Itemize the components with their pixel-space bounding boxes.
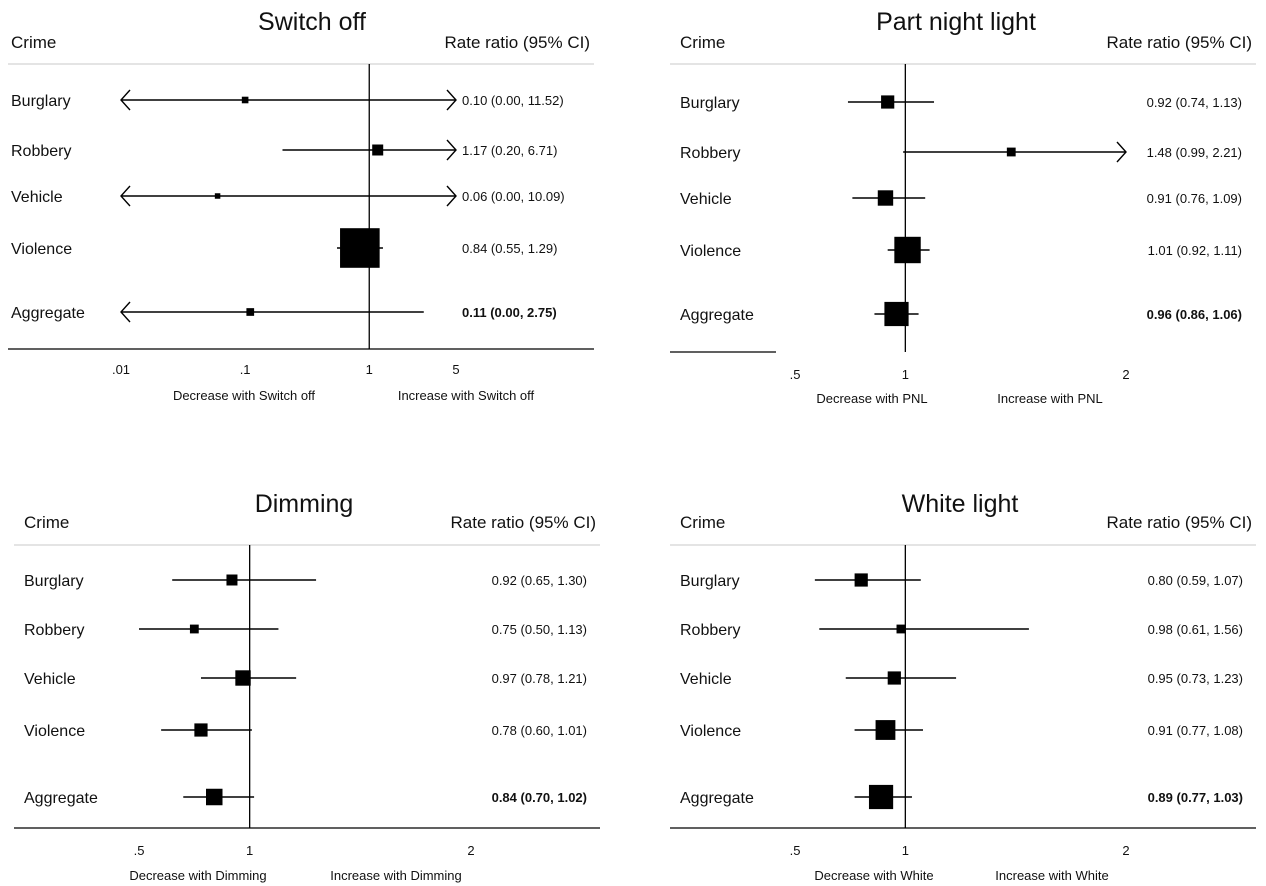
x-tick-label: 1 xyxy=(902,843,909,858)
forest-panel-3: Dimming Crime Rate ratio (95% CI) Burglary 0… xyxy=(14,490,600,883)
rate-ratio-text: 0.91 (0.76, 1.09) xyxy=(1147,191,1242,206)
forest-panel-4: White light Crime Rate ratio (95% CI) Burgl… xyxy=(670,490,1256,883)
forest-panel-1: Switch off Crime Rate ratio (95% CI) Burgla… xyxy=(8,8,594,403)
x-tick-label: .5 xyxy=(790,843,801,858)
point-estimate xyxy=(869,785,893,809)
column-header-rate-ratio: Rate ratio (95% CI) xyxy=(1107,513,1253,532)
column-header-crime: Crime xyxy=(11,33,56,52)
row-label: Violence xyxy=(11,241,72,258)
direction-label-increase: Increase with Switch off xyxy=(398,388,535,403)
x-tick-label: 2 xyxy=(1122,367,1129,382)
rate-ratio-text: 0.91 (0.77, 1.08) xyxy=(1148,723,1243,738)
x-tick-label: .5 xyxy=(790,367,801,382)
row-label: Vehicle xyxy=(24,671,76,688)
direction-label-decrease: Decrease with White xyxy=(814,868,933,883)
row-label: Aggregate xyxy=(11,305,85,322)
row-label: Robbery xyxy=(11,143,71,160)
chart-title: White light xyxy=(902,490,1019,518)
row-label: Burglary xyxy=(680,95,740,112)
rate-ratio-text: 0.10 (0.00, 11.52) xyxy=(462,93,564,108)
point-estimate xyxy=(878,190,893,205)
rate-ratio-text: 1.48 (0.99, 2.21) xyxy=(1147,145,1242,160)
column-header-crime: Crime xyxy=(680,33,725,52)
row-label: Robbery xyxy=(24,622,84,639)
x-tick-label: .01 xyxy=(112,362,130,377)
point-estimate xyxy=(235,670,250,685)
x-tick-label: 1 xyxy=(246,843,253,858)
row-label: Robbery xyxy=(680,145,740,162)
point-estimate xyxy=(242,97,249,104)
rate-ratio-text: 0.80 (0.59, 1.07) xyxy=(1148,573,1243,588)
direction-label-increase: Increase with Dimming xyxy=(330,868,462,883)
row-label: Burglary xyxy=(11,93,71,110)
chart-title: Dimming xyxy=(255,490,354,518)
point-estimate xyxy=(190,625,199,634)
x-tick-label: 2 xyxy=(467,843,474,858)
rate-ratio-text: 0.11 (0.00, 2.75) xyxy=(462,305,557,320)
rate-ratio-text: 0.06 (0.00, 10.09) xyxy=(462,189,565,204)
rate-ratio-text: 0.92 (0.65, 1.30) xyxy=(492,573,587,588)
direction-label-increase: Increase with PNL xyxy=(997,391,1103,406)
x-tick-label: 2 xyxy=(1122,843,1129,858)
rate-ratio-text: 0.96 (0.86, 1.06) xyxy=(1147,307,1242,322)
rate-ratio-text: 0.84 (0.70, 1.02) xyxy=(492,790,587,805)
point-estimate xyxy=(888,671,901,684)
row-label: Vehicle xyxy=(680,191,732,208)
x-tick-label: 1 xyxy=(902,367,909,382)
row-label: Vehicle xyxy=(11,189,63,206)
rate-ratio-text: 1.01 (0.92, 1.11) xyxy=(1148,243,1242,258)
row-label: Aggregate xyxy=(680,790,754,807)
point-estimate xyxy=(894,237,920,263)
row-label: Aggregate xyxy=(680,307,754,324)
point-estimate xyxy=(340,228,380,268)
row-label: Burglary xyxy=(24,573,84,590)
x-tick-label: .1 xyxy=(240,362,251,377)
point-estimate xyxy=(246,308,254,316)
x-tick-label: 5 xyxy=(452,362,459,377)
rate-ratio-text: 1.17 (0.20, 6.71) xyxy=(462,143,557,158)
x-tick-label: 1 xyxy=(366,362,373,377)
chart-title: Switch off xyxy=(258,8,366,36)
column-header-crime: Crime xyxy=(24,513,69,532)
x-tick-label: .5 xyxy=(134,843,145,858)
chart-title: Part night light xyxy=(876,8,1036,36)
point-estimate xyxy=(226,575,237,586)
rate-ratio-text: 0.89 (0.77, 1.03) xyxy=(1148,790,1243,805)
point-estimate xyxy=(215,193,221,199)
point-estimate xyxy=(372,145,383,156)
column-header-rate-ratio: Rate ratio (95% CI) xyxy=(445,33,591,52)
point-estimate xyxy=(855,573,868,586)
row-label: Vehicle xyxy=(680,671,732,688)
direction-label-decrease: Decrease with Switch off xyxy=(173,388,315,403)
point-estimate xyxy=(881,95,894,108)
row-label: Robbery xyxy=(680,622,740,639)
column-header-rate-ratio: Rate ratio (95% CI) xyxy=(1107,33,1253,52)
rate-ratio-text: 0.84 (0.55, 1.29) xyxy=(462,241,557,256)
rate-ratio-text: 0.78 (0.60, 1.01) xyxy=(492,723,587,738)
direction-label-decrease: Decrease with PNL xyxy=(816,391,927,406)
point-estimate xyxy=(897,625,906,634)
direction-label-increase: Increase with White xyxy=(995,868,1108,883)
row-label: Aggregate xyxy=(24,790,98,807)
point-estimate xyxy=(194,723,207,736)
rate-ratio-text: 0.98 (0.61, 1.56) xyxy=(1148,622,1243,637)
point-estimate xyxy=(884,302,908,326)
rate-ratio-text: 0.97 (0.78, 1.21) xyxy=(492,671,587,686)
column-header-crime: Crime xyxy=(680,513,725,532)
row-label: Violence xyxy=(24,723,85,740)
direction-label-decrease: Decrease with Dimming xyxy=(129,868,266,883)
point-estimate xyxy=(876,720,896,740)
rate-ratio-text: 0.92 (0.74, 1.13) xyxy=(1147,95,1242,110)
point-estimate xyxy=(206,789,223,806)
rate-ratio-text: 0.95 (0.73, 1.23) xyxy=(1148,671,1243,686)
point-estimate xyxy=(1007,148,1016,157)
forest-panel-2: Part night light Crime Rate ratio (95% CI)… xyxy=(670,8,1256,406)
row-label: Violence xyxy=(680,723,741,740)
row-label: Burglary xyxy=(680,573,740,590)
row-label: Violence xyxy=(680,243,741,260)
column-header-rate-ratio: Rate ratio (95% CI) xyxy=(451,513,597,532)
rate-ratio-text: 0.75 (0.50, 1.13) xyxy=(492,622,587,637)
